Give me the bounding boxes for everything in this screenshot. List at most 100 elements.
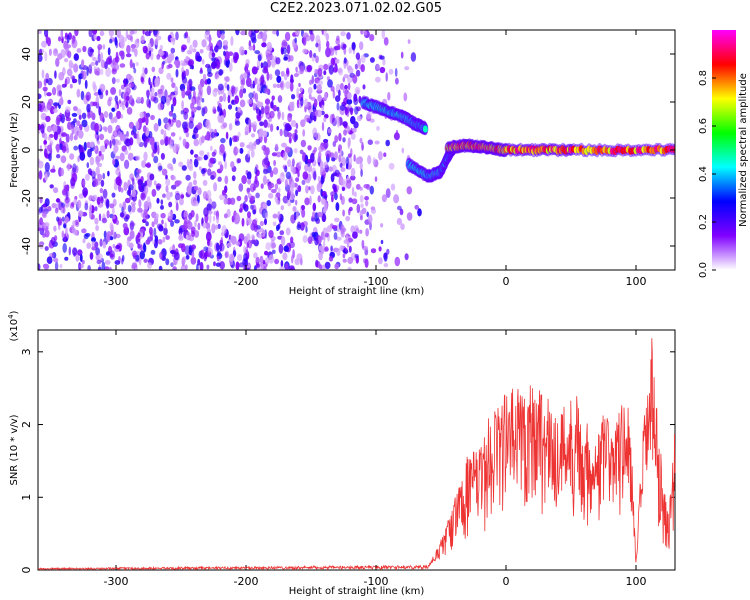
noise-speckle [359, 194, 364, 203]
noise-speckle [174, 86, 179, 96]
noise-speckle [295, 189, 299, 197]
noise-speckle [160, 128, 165, 135]
noise-speckle [109, 140, 112, 149]
noise-speckle [195, 213, 199, 222]
noise-speckle [248, 92, 254, 99]
noise-speckle [164, 58, 169, 64]
noise-speckle [276, 224, 280, 232]
noise-speckle [191, 230, 196, 237]
noise-speckle [306, 118, 310, 123]
noise-speckle [126, 107, 133, 115]
noise-speckle [82, 187, 88, 197]
noise-speckle [280, 260, 284, 268]
noise-speckle [341, 186, 345, 192]
noise-speckle [193, 230, 200, 238]
noise-speckle [63, 58, 69, 63]
noise-speckle [115, 51, 119, 61]
noise-speckle [126, 130, 129, 138]
noise-speckle [318, 264, 323, 270]
noise-speckle [255, 192, 260, 199]
noise-speckle [330, 191, 335, 197]
noise-speckle [336, 236, 342, 241]
noise-speckle [250, 32, 257, 42]
noise-speckle [213, 261, 216, 267]
noise-speckle [189, 44, 193, 55]
noise-speckle [71, 112, 78, 117]
noise-speckle [393, 194, 400, 204]
noise-speckle [397, 205, 402, 211]
noise-speckle [148, 77, 151, 86]
noise-speckle [118, 89, 122, 96]
noise-speckle [193, 179, 197, 186]
noise-speckle [179, 198, 184, 206]
x-tick-label: 0 [503, 575, 510, 588]
noise-speckle [170, 249, 176, 255]
chart-title: C2E2.2023.071.02.02.G05 [269, 1, 443, 16]
noise-speckle [83, 233, 89, 240]
noise-speckle [261, 32, 268, 42]
noise-speckle [313, 102, 317, 108]
noise-speckle [370, 206, 376, 211]
noise-speckle [324, 201, 329, 212]
noise-speckle [167, 211, 174, 220]
noise-speckle [269, 123, 274, 132]
noise-speckle [189, 65, 193, 70]
noise-speckle [118, 99, 122, 104]
noise-speckle [43, 263, 50, 270]
noise-speckle [107, 170, 110, 177]
noise-speckle [256, 59, 261, 69]
noise-speckle [353, 121, 359, 129]
noise-speckle [73, 63, 79, 73]
noise-speckle [348, 197, 353, 203]
noise-speckle [40, 112, 47, 121]
noise-speckle [296, 224, 302, 231]
noise-speckle [98, 213, 102, 222]
noise-speckle [342, 88, 346, 94]
noise-speckle [234, 120, 241, 126]
noise-speckle [365, 200, 369, 207]
noise-speckle [264, 98, 271, 105]
noise-speckle [153, 155, 159, 164]
noise-speckle [123, 181, 128, 191]
noise-speckle [126, 44, 131, 54]
noise-speckle [183, 111, 189, 120]
noise-speckle [250, 133, 256, 138]
noise-speckle [119, 63, 126, 68]
y-axis-label: Frequency (Hz) [9, 112, 20, 188]
noise-speckle [265, 257, 270, 265]
noise-speckle [217, 250, 221, 256]
noise-speckle [172, 97, 177, 107]
noise-speckle [219, 143, 225, 154]
noise-speckle [245, 63, 249, 69]
noise-speckle [116, 110, 122, 120]
noise-speckle [160, 212, 166, 219]
noise-speckle [214, 224, 219, 230]
noise-speckle [87, 265, 91, 270]
noise-speckle [81, 119, 88, 128]
noise-speckle [312, 127, 318, 138]
noise-speckle [289, 78, 294, 84]
noise-speckle [160, 152, 165, 160]
noise-speckle [92, 56, 97, 62]
noise-speckle [338, 132, 342, 142]
noise-speckle [260, 263, 265, 270]
noise-speckle [326, 40, 330, 49]
noise-speckle [132, 62, 136, 70]
noise-speckle [47, 144, 52, 152]
noise-speckle [170, 132, 176, 137]
x-tick-label: 0 [503, 275, 510, 288]
noise-speckle [272, 83, 277, 89]
noise-speckle [141, 160, 147, 168]
noise-speckle [369, 185, 374, 195]
noise-speckle [220, 137, 226, 144]
noise-speckle [262, 202, 268, 211]
noise-speckle [222, 108, 226, 118]
noise-speckle [157, 145, 160, 155]
noise-speckle [352, 74, 358, 84]
noise-speckle [74, 127, 81, 132]
noise-speckle [133, 250, 137, 256]
noise-speckle [263, 65, 269, 73]
noise-speckle [101, 261, 106, 270]
noise-speckle [53, 108, 58, 113]
noise-speckle [110, 117, 115, 124]
